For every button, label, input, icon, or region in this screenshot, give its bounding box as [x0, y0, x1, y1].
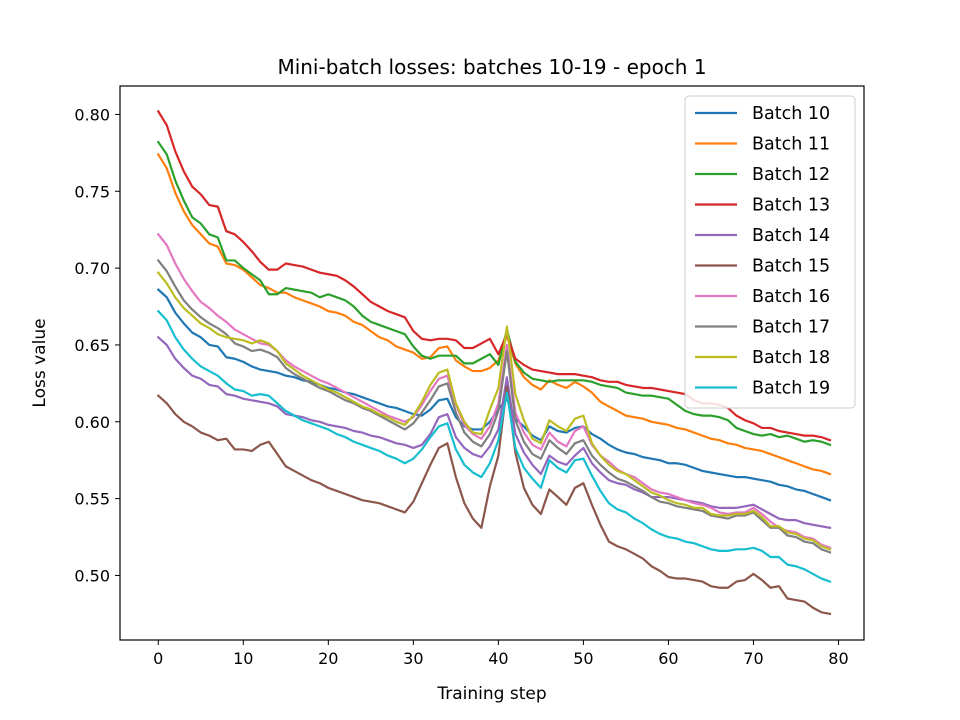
- x-axis-label: Training step: [436, 684, 546, 704]
- series-line-batch-11: [156, 152, 832, 476]
- x-tick-label: 30: [403, 649, 423, 668]
- x-tick-label: 20: [318, 649, 338, 668]
- y-tick-label: 0.65: [74, 336, 110, 355]
- y-axis: 0.50 0.55 0.60 0.65 0.70 0.75 0.80: [74, 105, 120, 585]
- legend-label: Batch 11: [752, 135, 830, 155]
- legend-label: Batch 16: [752, 287, 830, 307]
- legend-label: Batch 14: [752, 226, 830, 246]
- legend-label: Batch 10: [752, 104, 830, 124]
- x-tick-label: 70: [743, 649, 763, 668]
- x-tick-label: 10: [233, 649, 253, 668]
- y-tick-label: 0.60: [74, 413, 110, 432]
- series-line-batch-17: [156, 258, 832, 554]
- y-tick-label: 0.80: [74, 105, 110, 124]
- x-tick-label: 0: [153, 649, 163, 668]
- x-axis: 0 10 20 30 40 50 60 70 80: [153, 640, 849, 668]
- legend-label: Batch 19: [752, 379, 830, 399]
- x-tick-label: 50: [573, 649, 593, 668]
- legend-label: Batch 17: [752, 318, 830, 338]
- x-tick-label: 80: [828, 649, 848, 668]
- y-axis-label: Loss value: [30, 318, 50, 407]
- legend-label: Batch 12: [752, 165, 830, 185]
- y-tick-label: 0.55: [74, 490, 110, 509]
- legend-label: Batch 15: [752, 257, 830, 277]
- series-line-batch-19: [156, 309, 832, 584]
- x-tick-label: 40: [488, 649, 508, 668]
- y-tick-label: 0.70: [74, 259, 110, 278]
- y-tick-label: 0.50: [74, 566, 110, 585]
- legend-label: Batch 18: [752, 348, 830, 368]
- chart-title: Mini-batch losses: batches 10-19 - epoch…: [277, 55, 706, 79]
- plot-frame: [119, 85, 865, 641]
- series-line-batch-12: [156, 140, 832, 447]
- series-layer: [156, 109, 832, 616]
- series-line-batch-14: [156, 335, 832, 530]
- y-tick-label: 0.75: [74, 182, 110, 201]
- series-line-batch-18: [156, 271, 832, 551]
- series-line-batch-15: [156, 385, 832, 616]
- legend-label: Batch 13: [752, 196, 830, 216]
- x-tick-label: 60: [658, 649, 678, 668]
- legend: Batch 10 Batch 11 Batch 12 Batch 13 Batch 14…: [684, 95, 856, 409]
